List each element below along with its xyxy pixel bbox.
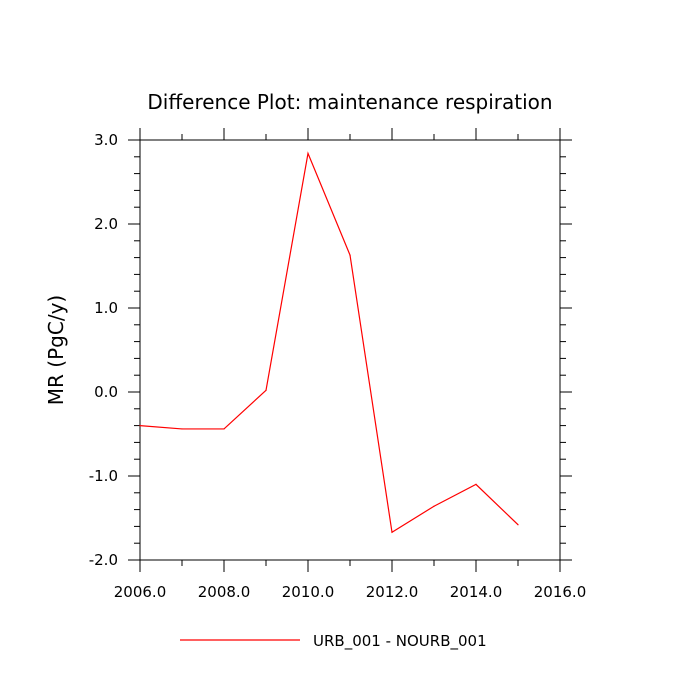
- data-point: [223, 428, 225, 430]
- legend-label: URB_001 - NOURB_001: [313, 632, 487, 651]
- y-tick-label: 0.0: [94, 383, 118, 401]
- x-tick-label: 2014.0: [450, 583, 503, 601]
- data-point: [475, 483, 477, 485]
- plot-frame: [139, 139, 561, 561]
- axes: 3.0 2.0 1.0 0.0 -1.0 -2.0 2006.0 2008.0 2010.0 20…: [89, 128, 587, 601]
- series-line: [139, 151, 519, 534]
- chart-title: Difference Plot: maintenance respiration: [147, 90, 552, 114]
- x-tick-label: 2008.0: [198, 583, 251, 601]
- y-tick-label: 3.0: [94, 131, 118, 149]
- y-axis-label: MR (PgC/y): [44, 295, 68, 405]
- data-point: [391, 531, 393, 533]
- x-tick-label: 2010.0: [282, 583, 335, 601]
- x-tick-label: 2006.0: [114, 583, 167, 601]
- data-point: [139, 425, 141, 427]
- y-tick-label: -2.0: [89, 551, 118, 569]
- legend: URB_001 - NOURB_001: [180, 632, 487, 651]
- data-point: [433, 505, 435, 507]
- data-point: [265, 389, 267, 391]
- x-tick-label: 2016.0: [534, 583, 587, 601]
- data-point: [517, 524, 519, 526]
- data-point: [307, 152, 309, 155]
- y-tick-label: 1.0: [94, 299, 118, 317]
- data-point: [349, 254, 351, 256]
- data-point: [181, 428, 183, 430]
- x-tick-label: 2012.0: [366, 583, 419, 601]
- y-tick-label: -1.0: [89, 467, 118, 485]
- series-layer: [139, 151, 519, 534]
- y-tick-label: 2.0: [94, 215, 118, 233]
